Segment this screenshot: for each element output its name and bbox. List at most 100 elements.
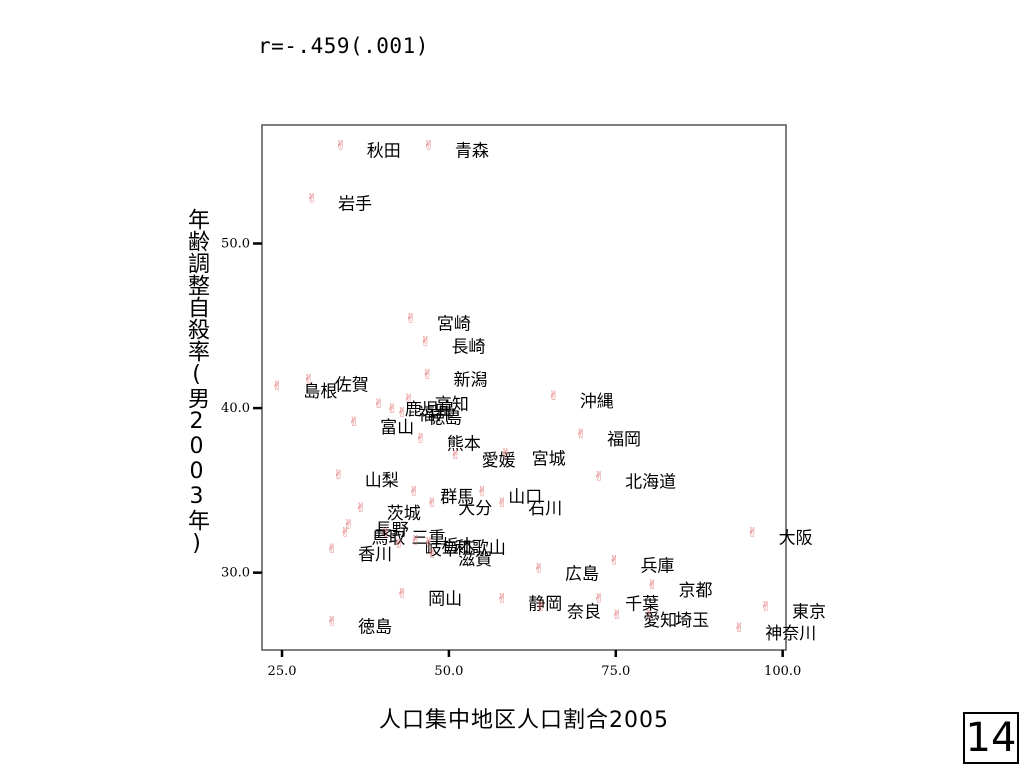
- point-label: 鳥取: [371, 529, 405, 549]
- point-label: 神奈川: [765, 624, 816, 644]
- point-marker: ✌: [422, 368, 433, 383]
- point-label: 三重: [411, 529, 445, 549]
- point-marker: ✌: [450, 448, 461, 463]
- data-point: ✌ 福岡: [576, 427, 641, 450]
- point-marker: ✌: [327, 542, 338, 557]
- y-tick-label: 50.0: [221, 236, 250, 251]
- point-marker: ✌: [373, 397, 384, 412]
- data-point: ✌ 青森: [423, 139, 488, 162]
- point-label: 沖縄: [580, 392, 614, 412]
- point-label: 福岡: [607, 430, 641, 450]
- point-marker: ✌: [734, 621, 745, 636]
- data-point: ✌ 茨城: [355, 501, 420, 524]
- data-point: ✌ 千葉: [594, 591, 659, 614]
- data-point: ✌ 岐阜: [393, 537, 458, 560]
- point-label: 千葉: [625, 594, 659, 614]
- point-marker: ✌: [747, 526, 758, 541]
- point-marker: ✌: [420, 335, 431, 350]
- point-marker: ✌: [349, 415, 360, 430]
- data-point: ✌ 佐賀: [303, 372, 368, 395]
- data-point: ✌ 和歌山: [423, 535, 505, 558]
- data-point: ✌ 東京: [761, 600, 826, 623]
- point-label: 福井: [418, 405, 452, 425]
- point-label: 群馬: [440, 487, 474, 507]
- point-label: 鹿児島: [405, 400, 456, 420]
- point-label: 香川: [358, 545, 392, 565]
- point-label: 大阪: [779, 529, 813, 549]
- point-label: 山梨: [365, 471, 399, 491]
- point-marker: ✌: [576, 427, 587, 442]
- data-point: ✌ 島根: [272, 379, 337, 402]
- x-axis: 25.0 50.0 75.0 100.0: [268, 650, 801, 679]
- point-marker: ✌: [380, 526, 391, 541]
- point-label: 広島: [565, 565, 599, 585]
- point-marker: ✌: [355, 501, 366, 516]
- point-marker: ✌: [594, 591, 605, 606]
- y-tick-label: 40.0: [221, 401, 250, 416]
- point-marker: ✌: [397, 405, 408, 420]
- data-point: ✌ 沖縄: [548, 389, 613, 412]
- data-point: ✌ 徳島: [327, 614, 392, 637]
- data-point: ✌ 静岡: [497, 591, 562, 614]
- point-label: 兵庫: [640, 556, 674, 576]
- point-marker: ✌: [497, 591, 508, 606]
- point-marker: ✌: [387, 402, 398, 417]
- point-marker: ✌: [423, 535, 434, 550]
- data-point: ✌ 大阪: [747, 526, 812, 549]
- point-label: 愛媛: [482, 451, 516, 471]
- point-label: 茨城: [387, 504, 421, 524]
- data-point: ✌ 山口: [477, 484, 542, 507]
- point-label: 北海道: [625, 473, 676, 493]
- point-marker: ✌: [536, 600, 547, 615]
- point-label: 栃木: [442, 537, 476, 557]
- data-point: ✌ 三重: [380, 526, 445, 549]
- data-point: ✌ 宮崎: [405, 312, 470, 335]
- point-marker: ✌: [427, 547, 438, 562]
- point-marker: ✌: [427, 496, 438, 511]
- data-point: ✌ 秋田: [335, 139, 400, 162]
- data-point: ✌ 栃木: [410, 534, 475, 557]
- point-marker: ✌: [327, 614, 338, 629]
- y-tick-label: 30.0: [221, 566, 250, 581]
- point-label: 滋賀: [458, 550, 492, 570]
- data-point: ✌ 滋賀: [427, 547, 492, 570]
- data-point: ✌ 京都: [647, 578, 712, 601]
- data-points: ✌ 秋田 ✌ 青森✌ 岩手✌ 宮崎✌ 長崎✌ 新潟✌ 佐賀✌ 島根 ✌ 沖縄✌ 高知✌ 鹿児島✌ 福井✌ 徳島…: [272, 139, 826, 644]
- point-marker: ✌: [415, 432, 426, 447]
- data-point: ✌ 大分: [427, 496, 492, 519]
- point-marker: ✌: [534, 562, 545, 577]
- point-marker: ✌: [340, 526, 351, 541]
- point-label: 長崎: [452, 338, 486, 358]
- point-label: 静岡: [528, 594, 562, 614]
- data-point: ✌ 群馬: [409, 484, 474, 507]
- correlation-annotation: r=-.459(.001): [258, 34, 429, 58]
- point-marker: ✌: [403, 392, 414, 407]
- point-label: 秋田: [367, 142, 401, 162]
- data-point: ✌ 富山: [349, 415, 414, 438]
- data-point: ✌ 愛知: [612, 608, 677, 631]
- point-marker: ✌: [477, 484, 488, 499]
- point-marker: ✌: [405, 312, 416, 327]
- data-point: ✌ 宮城: [500, 447, 565, 470]
- data-point: ✌ 香川: [327, 542, 392, 565]
- page-number: 14: [963, 712, 1019, 764]
- data-point: ✌ 神奈川: [734, 621, 816, 644]
- point-label: 宮城: [532, 450, 566, 470]
- x-tick-label: 50.0: [434, 664, 463, 679]
- point-marker: ✌: [272, 379, 283, 394]
- point-marker: ✌: [303, 372, 314, 387]
- y-axis-label: 年齢調整自殺率(男2003年): [184, 208, 209, 556]
- point-label: 奈良: [567, 603, 601, 623]
- point-label: 岐阜: [425, 540, 459, 560]
- y-axis: 30.0 40.0 50.0: [221, 236, 262, 581]
- point-marker: ✌: [410, 534, 421, 549]
- point-label: 宮崎: [437, 315, 471, 335]
- data-point: ✌ 奈良: [536, 600, 601, 623]
- data-point: ✌ 福井: [387, 402, 452, 425]
- point-label: 長野: [375, 520, 409, 540]
- point-marker: ✌: [343, 517, 354, 532]
- point-marker: ✌: [333, 468, 344, 483]
- point-marker: ✌: [644, 608, 655, 623]
- data-point: ✌ 愛媛: [450, 448, 515, 471]
